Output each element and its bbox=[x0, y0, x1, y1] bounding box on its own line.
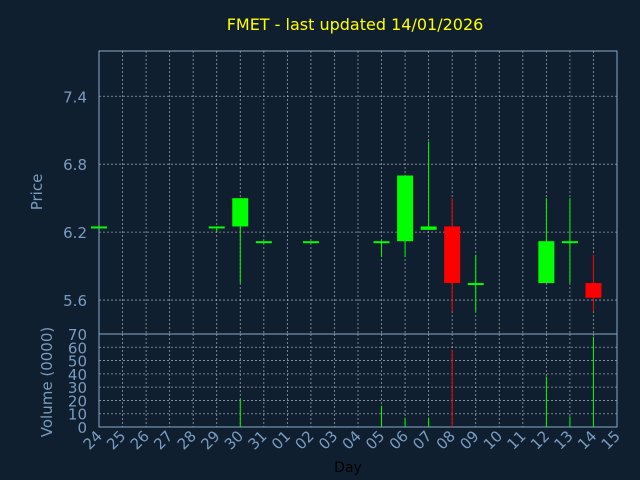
x-tick-label: 15 bbox=[598, 427, 624, 453]
volume-tick-label: 20 bbox=[68, 392, 87, 410]
volume-tick-label: 40 bbox=[68, 366, 87, 384]
x-tick-label: 30 bbox=[221, 427, 247, 453]
candle-body bbox=[467, 283, 484, 286]
x-axis-label: Day bbox=[334, 460, 362, 476]
x-tick-label: 03 bbox=[315, 427, 341, 453]
volume-tick-label: 0 bbox=[77, 419, 87, 437]
x-tick-label: 14 bbox=[574, 427, 600, 453]
x-tick-labels: 2425262728293031010203040506070809101112… bbox=[80, 427, 624, 453]
x-tick-label: 10 bbox=[480, 427, 506, 453]
candle-body bbox=[397, 175, 414, 242]
candle-body bbox=[585, 283, 602, 298]
x-tick-label: 31 bbox=[244, 427, 270, 453]
candle-body bbox=[91, 226, 107, 229]
volume-tick-label: 60 bbox=[68, 339, 87, 357]
candle-body bbox=[420, 226, 437, 230]
volume-tick-label: 50 bbox=[68, 353, 87, 371]
x-tick-label: 01 bbox=[268, 427, 294, 453]
candle-body bbox=[208, 226, 225, 229]
price-tick-label: 5.6 bbox=[63, 292, 87, 310]
candle-body bbox=[373, 241, 390, 244]
candle-body bbox=[538, 241, 555, 284]
x-tick-label: 12 bbox=[527, 427, 553, 453]
x-tick-label: 09 bbox=[456, 427, 482, 453]
candle-body bbox=[444, 226, 461, 284]
x-tick-label: 11 bbox=[503, 427, 529, 453]
x-tick-label: 06 bbox=[386, 427, 412, 453]
x-tick-label: 28 bbox=[174, 427, 200, 453]
x-tick-label: 27 bbox=[150, 427, 176, 453]
price-panel: 5.6 6.2 6.8 7.4 bbox=[63, 50, 618, 335]
candle-body bbox=[302, 241, 319, 244]
x-tick-label: 25 bbox=[103, 427, 129, 453]
price-axis-label: Price bbox=[28, 174, 46, 211]
volume-axis-label: Volume (0000) bbox=[38, 327, 56, 437]
candle-body bbox=[232, 198, 249, 227]
x-tick-label: 13 bbox=[551, 427, 577, 453]
volume-tick-label: 10 bbox=[68, 406, 87, 424]
volume-tick-label: 30 bbox=[68, 379, 87, 397]
x-tick-label: 26 bbox=[127, 427, 153, 453]
candle-body bbox=[255, 241, 272, 244]
x-tick-label: 02 bbox=[292, 427, 318, 453]
volume-frame bbox=[98, 333, 618, 428]
chart-title: FMET - last updated 14/01/2026 bbox=[227, 15, 484, 34]
x-tick-label: 05 bbox=[362, 427, 388, 453]
price-tick-label: 6.2 bbox=[63, 224, 87, 242]
x-tick-label: 29 bbox=[197, 427, 223, 453]
candle-body bbox=[561, 241, 578, 244]
price-tick-label: 7.4 bbox=[63, 88, 87, 106]
x-tick-label: 04 bbox=[339, 427, 365, 453]
x-tick-label: 08 bbox=[433, 427, 459, 453]
x-tick-label: 07 bbox=[409, 427, 435, 453]
price-tick-label: 6.8 bbox=[63, 156, 87, 174]
volume-tick-label: 70 bbox=[68, 326, 87, 344]
